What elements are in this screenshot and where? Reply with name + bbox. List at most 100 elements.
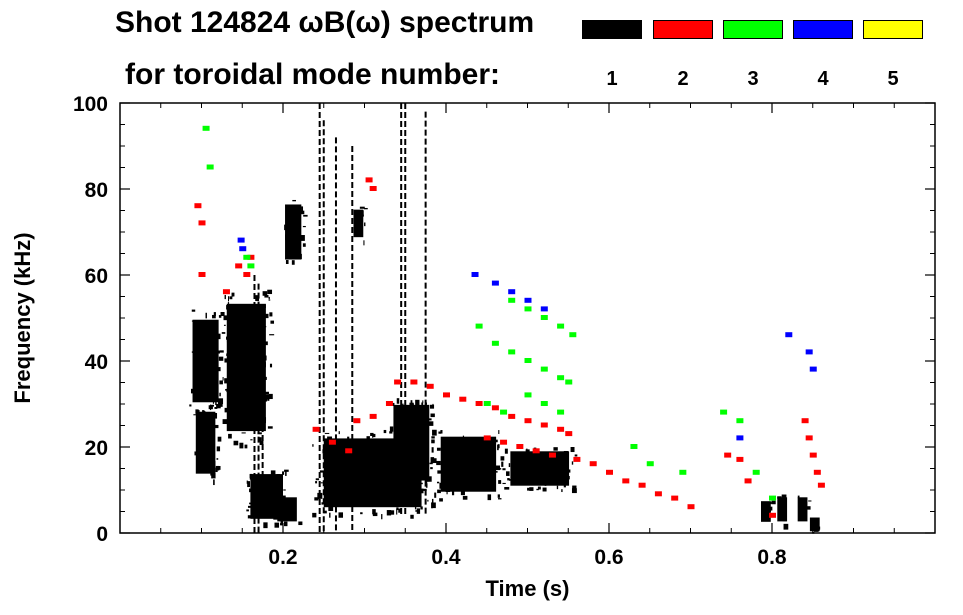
spectral-fleck (208, 345, 211, 349)
spectral-fleck (330, 495, 334, 502)
spectral-fleck (356, 469, 359, 475)
spectral-fleck (214, 407, 218, 409)
spectral-fleck (341, 487, 344, 493)
spectral-fleck (312, 512, 317, 518)
spectral-fleck (814, 527, 818, 532)
spectral-fleck (269, 312, 273, 317)
spectral-fleck (237, 334, 239, 337)
spectral-fleck (761, 516, 763, 518)
x-tick-label: 0.8 (757, 546, 787, 569)
spectral-point (516, 444, 524, 449)
spectral-fleck (574, 454, 578, 457)
spectral-point (475, 401, 483, 406)
spectral-fleck (324, 457, 328, 459)
spectral-point (524, 418, 532, 424)
y-tick-label: 20 (85, 437, 108, 460)
spectral-fleck (254, 405, 259, 409)
spectral-fleck (378, 472, 380, 477)
spectral-fleck (269, 363, 273, 368)
spectral-point (394, 379, 402, 385)
spectral-fleck (364, 482, 366, 487)
spectral-fleck (284, 234, 288, 241)
spectral-fleck (217, 436, 222, 442)
spectral-point (369, 186, 377, 191)
spectral-fleck (361, 210, 364, 216)
spectral-fleck (449, 473, 453, 478)
spectral-fleck (372, 434, 374, 438)
spectral-fleck (213, 343, 218, 348)
spectral-fleck (336, 439, 342, 446)
spectral-fleck (330, 500, 333, 506)
spectral-fleck (284, 224, 286, 231)
spectral-point (809, 366, 817, 372)
spectral-fleck (407, 475, 412, 482)
spectral-fleck (771, 500, 776, 505)
spectral-fleck (264, 417, 267, 422)
spectral-fleck (203, 418, 207, 421)
spectral-point (500, 409, 508, 415)
spectral-fleck (340, 451, 343, 456)
spectral-fleck (328, 505, 334, 512)
spectral-fleck (252, 402, 254, 409)
spectral-fleck (291, 504, 296, 510)
spectral-fleck (561, 489, 563, 493)
spectral-point (744, 478, 752, 484)
spectral-fleck (433, 458, 437, 464)
spectral-fleck (469, 447, 473, 454)
spectral-fleck (289, 510, 294, 516)
spectral-fleck (404, 479, 408, 481)
spectral-fleck (441, 455, 444, 460)
spectral-fleck (220, 312, 225, 317)
spectral-fleck (548, 455, 552, 461)
spectral-fleck (250, 439, 253, 441)
spectral-fleck (215, 467, 218, 473)
spectral-fleck (389, 426, 394, 432)
spectral-fleck (287, 232, 292, 238)
spectral-fleck (491, 454, 493, 459)
spectral-fleck (410, 490, 413, 495)
spectral-fleck (360, 512, 363, 515)
spectral-fleck (407, 407, 413, 414)
spectral-fleck (389, 497, 395, 501)
spectral-fleck (537, 486, 541, 490)
spectral-point (426, 383, 434, 389)
spectral-fleck (396, 507, 399, 511)
spectral-fleck (783, 523, 789, 530)
spectral-fleck (360, 500, 366, 507)
spectral-point (671, 495, 679, 501)
spectral-fleck (363, 240, 365, 246)
spectral-fleck (419, 443, 424, 447)
spectral-fleck (440, 430, 443, 434)
spectral-fleck (321, 502, 324, 505)
spectral-fleck (465, 451, 470, 453)
spectral-point (736, 435, 744, 441)
spectral-fleck (360, 214, 364, 217)
spectral-point (589, 461, 597, 467)
spectral-fleck (242, 387, 248, 393)
chart-marks (189, 103, 825, 534)
spectral-point (385, 401, 393, 406)
spectral-fleck (389, 431, 393, 434)
spectral-fleck (239, 442, 244, 449)
spectral-point (524, 392, 532, 398)
spectral-fleck (372, 433, 376, 438)
spectral-fleck (432, 440, 435, 443)
spectral-fleck (568, 469, 571, 473)
spectral-fleck (202, 338, 205, 342)
spectral-fleck (256, 333, 259, 336)
spectral-point (524, 297, 532, 303)
spectral-fleck (571, 461, 574, 465)
spectral-fleck (254, 323, 257, 325)
spectral-fleck (248, 352, 252, 356)
spectral-fleck (342, 476, 347, 481)
spectral-fleck (248, 418, 252, 421)
spectral-fleck (244, 416, 249, 421)
spectral-region (353, 209, 364, 238)
spectral-fleck (386, 502, 390, 507)
spectral-fleck (262, 502, 267, 506)
spectral-fleck (465, 475, 469, 482)
spectral-fleck (268, 296, 270, 300)
spectral-fleck (398, 499, 402, 501)
spectral-fleck (219, 380, 223, 385)
spectral-fleck (250, 417, 254, 423)
